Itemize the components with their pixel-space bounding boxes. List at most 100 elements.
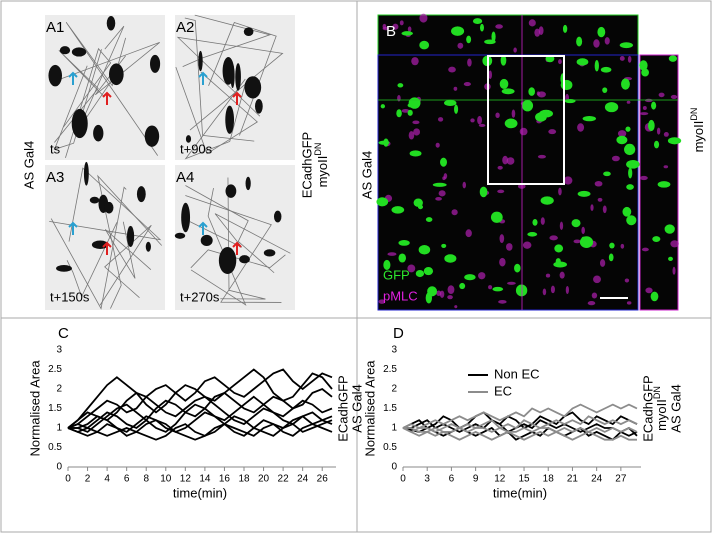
stain: [577, 123, 585, 132]
y-tick-label: 2.5: [48, 364, 62, 375]
stain: [576, 58, 589, 66]
y-axis-label: Normalised Area: [362, 360, 377, 457]
stain: [442, 176, 446, 181]
stain: [464, 274, 476, 281]
stain: [488, 285, 493, 290]
blob: [185, 135, 192, 143]
y-tick-label: 2: [391, 384, 397, 395]
arrow: [102, 91, 112, 105]
x-tick-label: 21: [567, 474, 579, 485]
x-tick-label: 6: [124, 474, 130, 485]
stain: [626, 184, 634, 190]
data-line: [67, 415, 333, 441]
x-tick-label: 24: [591, 474, 603, 485]
stain: [454, 305, 458, 309]
x-tick-label: 10: [160, 474, 172, 485]
stain: [562, 24, 568, 33]
side-label: ECadhGFP: [335, 375, 350, 441]
x-tick-label: 16: [219, 474, 231, 485]
stain: [582, 115, 597, 122]
stain: [571, 219, 581, 228]
blob: [56, 264, 72, 272]
stain: [621, 78, 630, 90]
stain: [564, 98, 576, 104]
stain: [534, 28, 541, 37]
stain: [604, 37, 610, 45]
stain: [668, 256, 673, 261]
x-tick-label: 14: [199, 474, 211, 485]
stain: [465, 229, 472, 238]
side-label: AS Gal4: [668, 384, 683, 432]
data-line: [67, 411, 333, 437]
stain: [593, 39, 600, 48]
side-label: myoIIDN: [313, 143, 330, 188]
stain: [425, 217, 433, 222]
cell-edge: [65, 22, 159, 156]
stain: [625, 126, 631, 132]
stain: [397, 83, 404, 88]
stain: [419, 13, 428, 23]
stain: [639, 175, 648, 181]
stain: [642, 105, 647, 111]
panel-label: A2: [176, 19, 194, 36]
side-label: AS Gal4: [21, 141, 36, 189]
stain: [432, 182, 447, 187]
stain: [521, 99, 534, 112]
x-axis-label: time(min): [173, 485, 227, 500]
stain: [667, 137, 682, 145]
stain: [558, 59, 562, 65]
panel-label: B: [386, 23, 396, 40]
stain: [501, 88, 515, 95]
stain: [528, 87, 535, 96]
blob: [239, 255, 250, 264]
data-line: [68, 415, 333, 441]
stain: [577, 190, 591, 197]
stain: [506, 243, 513, 251]
y-tick-label: 1.5: [383, 403, 397, 414]
stain: [497, 189, 505, 194]
blob: [222, 57, 235, 85]
data-line: [403, 427, 638, 433]
roi-box: [487, 55, 565, 185]
stain: [415, 269, 425, 278]
stain: [657, 181, 671, 188]
x-axis-label: time(min): [493, 485, 547, 500]
x-tick-label: 9: [473, 474, 479, 485]
data-line: [67, 368, 333, 429]
x-tick-label: 18: [543, 474, 555, 485]
channel-label: pMLC: [383, 288, 418, 303]
cell-edge: [175, 67, 258, 155]
stain: [653, 140, 660, 149]
blob: [200, 234, 213, 247]
x-tick-label: 8: [143, 474, 149, 485]
stain: [502, 155, 509, 165]
y-tick-label: 3: [391, 345, 397, 356]
stain: [519, 127, 528, 136]
stain: [672, 266, 676, 275]
blob: [59, 46, 71, 55]
x-tick-label: 22: [278, 474, 290, 485]
data-line: [67, 368, 333, 429]
stain: [603, 171, 611, 177]
x-tick-label: 15: [518, 474, 530, 485]
stain: [594, 181, 603, 187]
blob: [243, 27, 254, 36]
blob: [136, 186, 146, 203]
stain: [620, 243, 625, 249]
stain: [545, 273, 551, 278]
stain: [490, 211, 503, 223]
cell-edge: [220, 177, 266, 300]
cell-edge: [78, 25, 125, 129]
stain: [664, 224, 675, 234]
x-tick-label: 0: [400, 474, 406, 485]
stain: [451, 209, 458, 216]
panel-label: A1: [46, 19, 64, 36]
stain: [648, 119, 655, 132]
blob: [244, 76, 262, 99]
stain: [407, 109, 413, 116]
y-tick-label: 3: [56, 345, 62, 356]
side-label: myoIIDN: [689, 108, 706, 153]
stain: [408, 131, 415, 140]
stain: [472, 18, 483, 25]
stain: [549, 235, 558, 241]
